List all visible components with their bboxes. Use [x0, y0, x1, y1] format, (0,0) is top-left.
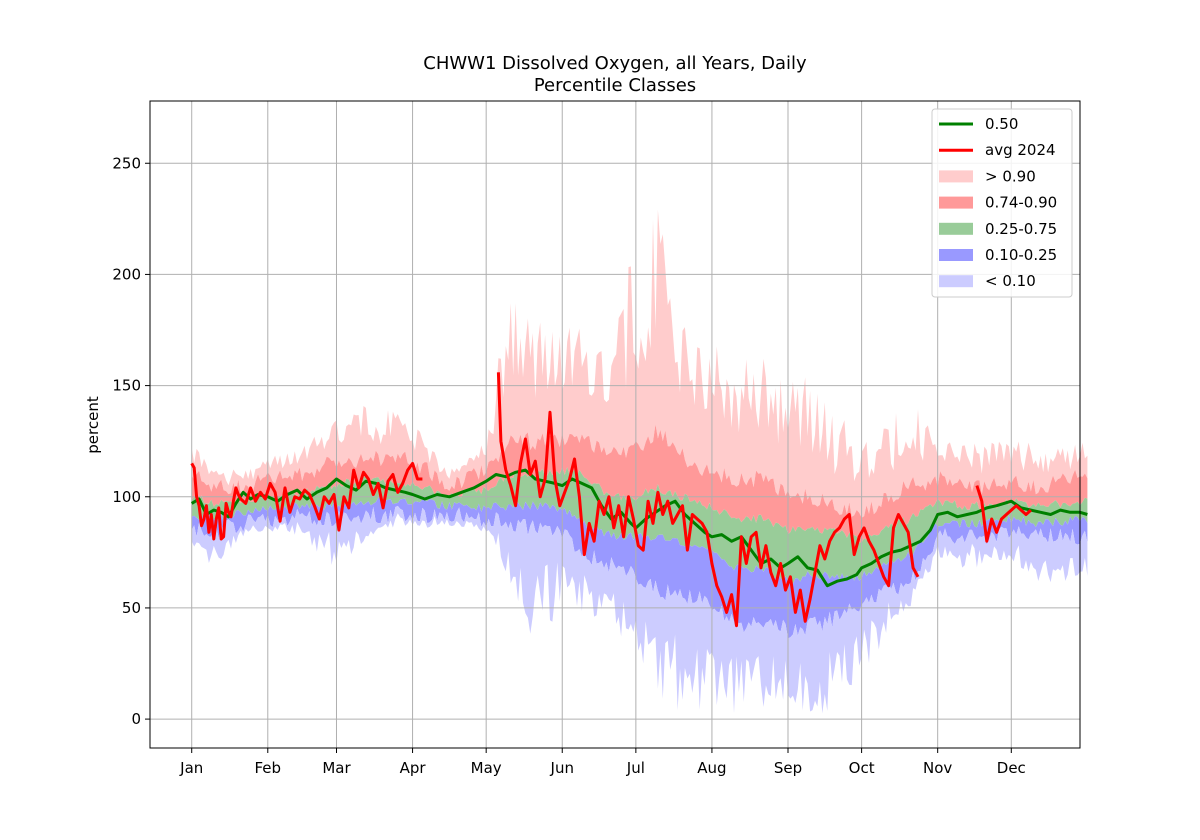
series-lines — [190, 372, 1088, 628]
band-74-90 — [191, 424, 1088, 543]
x-tick-label: Oct — [849, 759, 875, 777]
y-tick-label: 250 — [112, 154, 141, 172]
series-line-avg-2024 — [975, 485, 1032, 543]
series-line-avg-2024 — [496, 372, 920, 628]
chart-title: CHWW1 Dissolved Oxygen, all Years, Daily — [423, 53, 807, 74]
legend-label: 0.74-0.90 — [985, 194, 1057, 212]
legend-swatch-patch — [939, 196, 973, 209]
x-tick-label: Nov — [923, 759, 952, 777]
legend-swatch-patch — [939, 275, 973, 288]
x-tick-label: Jul — [626, 759, 645, 777]
x-tick-label: Feb — [255, 759, 282, 777]
legend-label: avg 2024 — [985, 141, 1056, 159]
x-tick-label: Mar — [322, 759, 351, 777]
x-tick-label: Dec — [997, 759, 1026, 777]
legend-label: 0.10-0.25 — [985, 246, 1057, 264]
y-tick-label: 150 — [112, 377, 141, 395]
plot-frame — [149, 100, 1081, 749]
y-tick-label: 200 — [112, 265, 141, 283]
x-tick-label: May — [471, 759, 502, 777]
legend: 0.50 avg 2024 > 0.90 0.74-0.90 0.25-0.75 0.10… — [931, 108, 1073, 298]
axis-ticks: Jan Feb Mar Apr May Jun Jul Aug Sep Oct Nov Dec 0 50 1… — [112, 154, 1025, 777]
y-tick-label: 50 — [122, 599, 141, 617]
y-tick-label: 100 — [112, 488, 141, 506]
legend-label: > 0.90 — [985, 167, 1036, 185]
legend-swatch-patch — [939, 170, 973, 183]
legend-label: < 0.10 — [985, 272, 1036, 290]
legend-swatch-patch — [939, 222, 973, 235]
band-below-10 — [191, 505, 1088, 714]
band-10-25 — [191, 496, 1088, 639]
y-tick-label: 0 — [131, 710, 141, 728]
chart-subtitle: Percentile Classes — [534, 75, 696, 96]
legend-swatch-patch — [939, 249, 973, 261]
x-tick-label: Apr — [400, 759, 427, 777]
legend-label: 0.50 — [985, 115, 1018, 133]
series-line-avg-2024 — [190, 461, 423, 541]
band-above-90 — [191, 209, 1088, 518]
y-axis-label: percent — [84, 396, 102, 454]
x-tick-label: Sep — [774, 759, 802, 777]
legend-label: 0.25-0.75 — [985, 220, 1057, 238]
x-tick-label: Jun — [550, 759, 574, 777]
x-tick-label: Jan — [179, 759, 203, 777]
x-tick-label: Aug — [697, 759, 726, 777]
